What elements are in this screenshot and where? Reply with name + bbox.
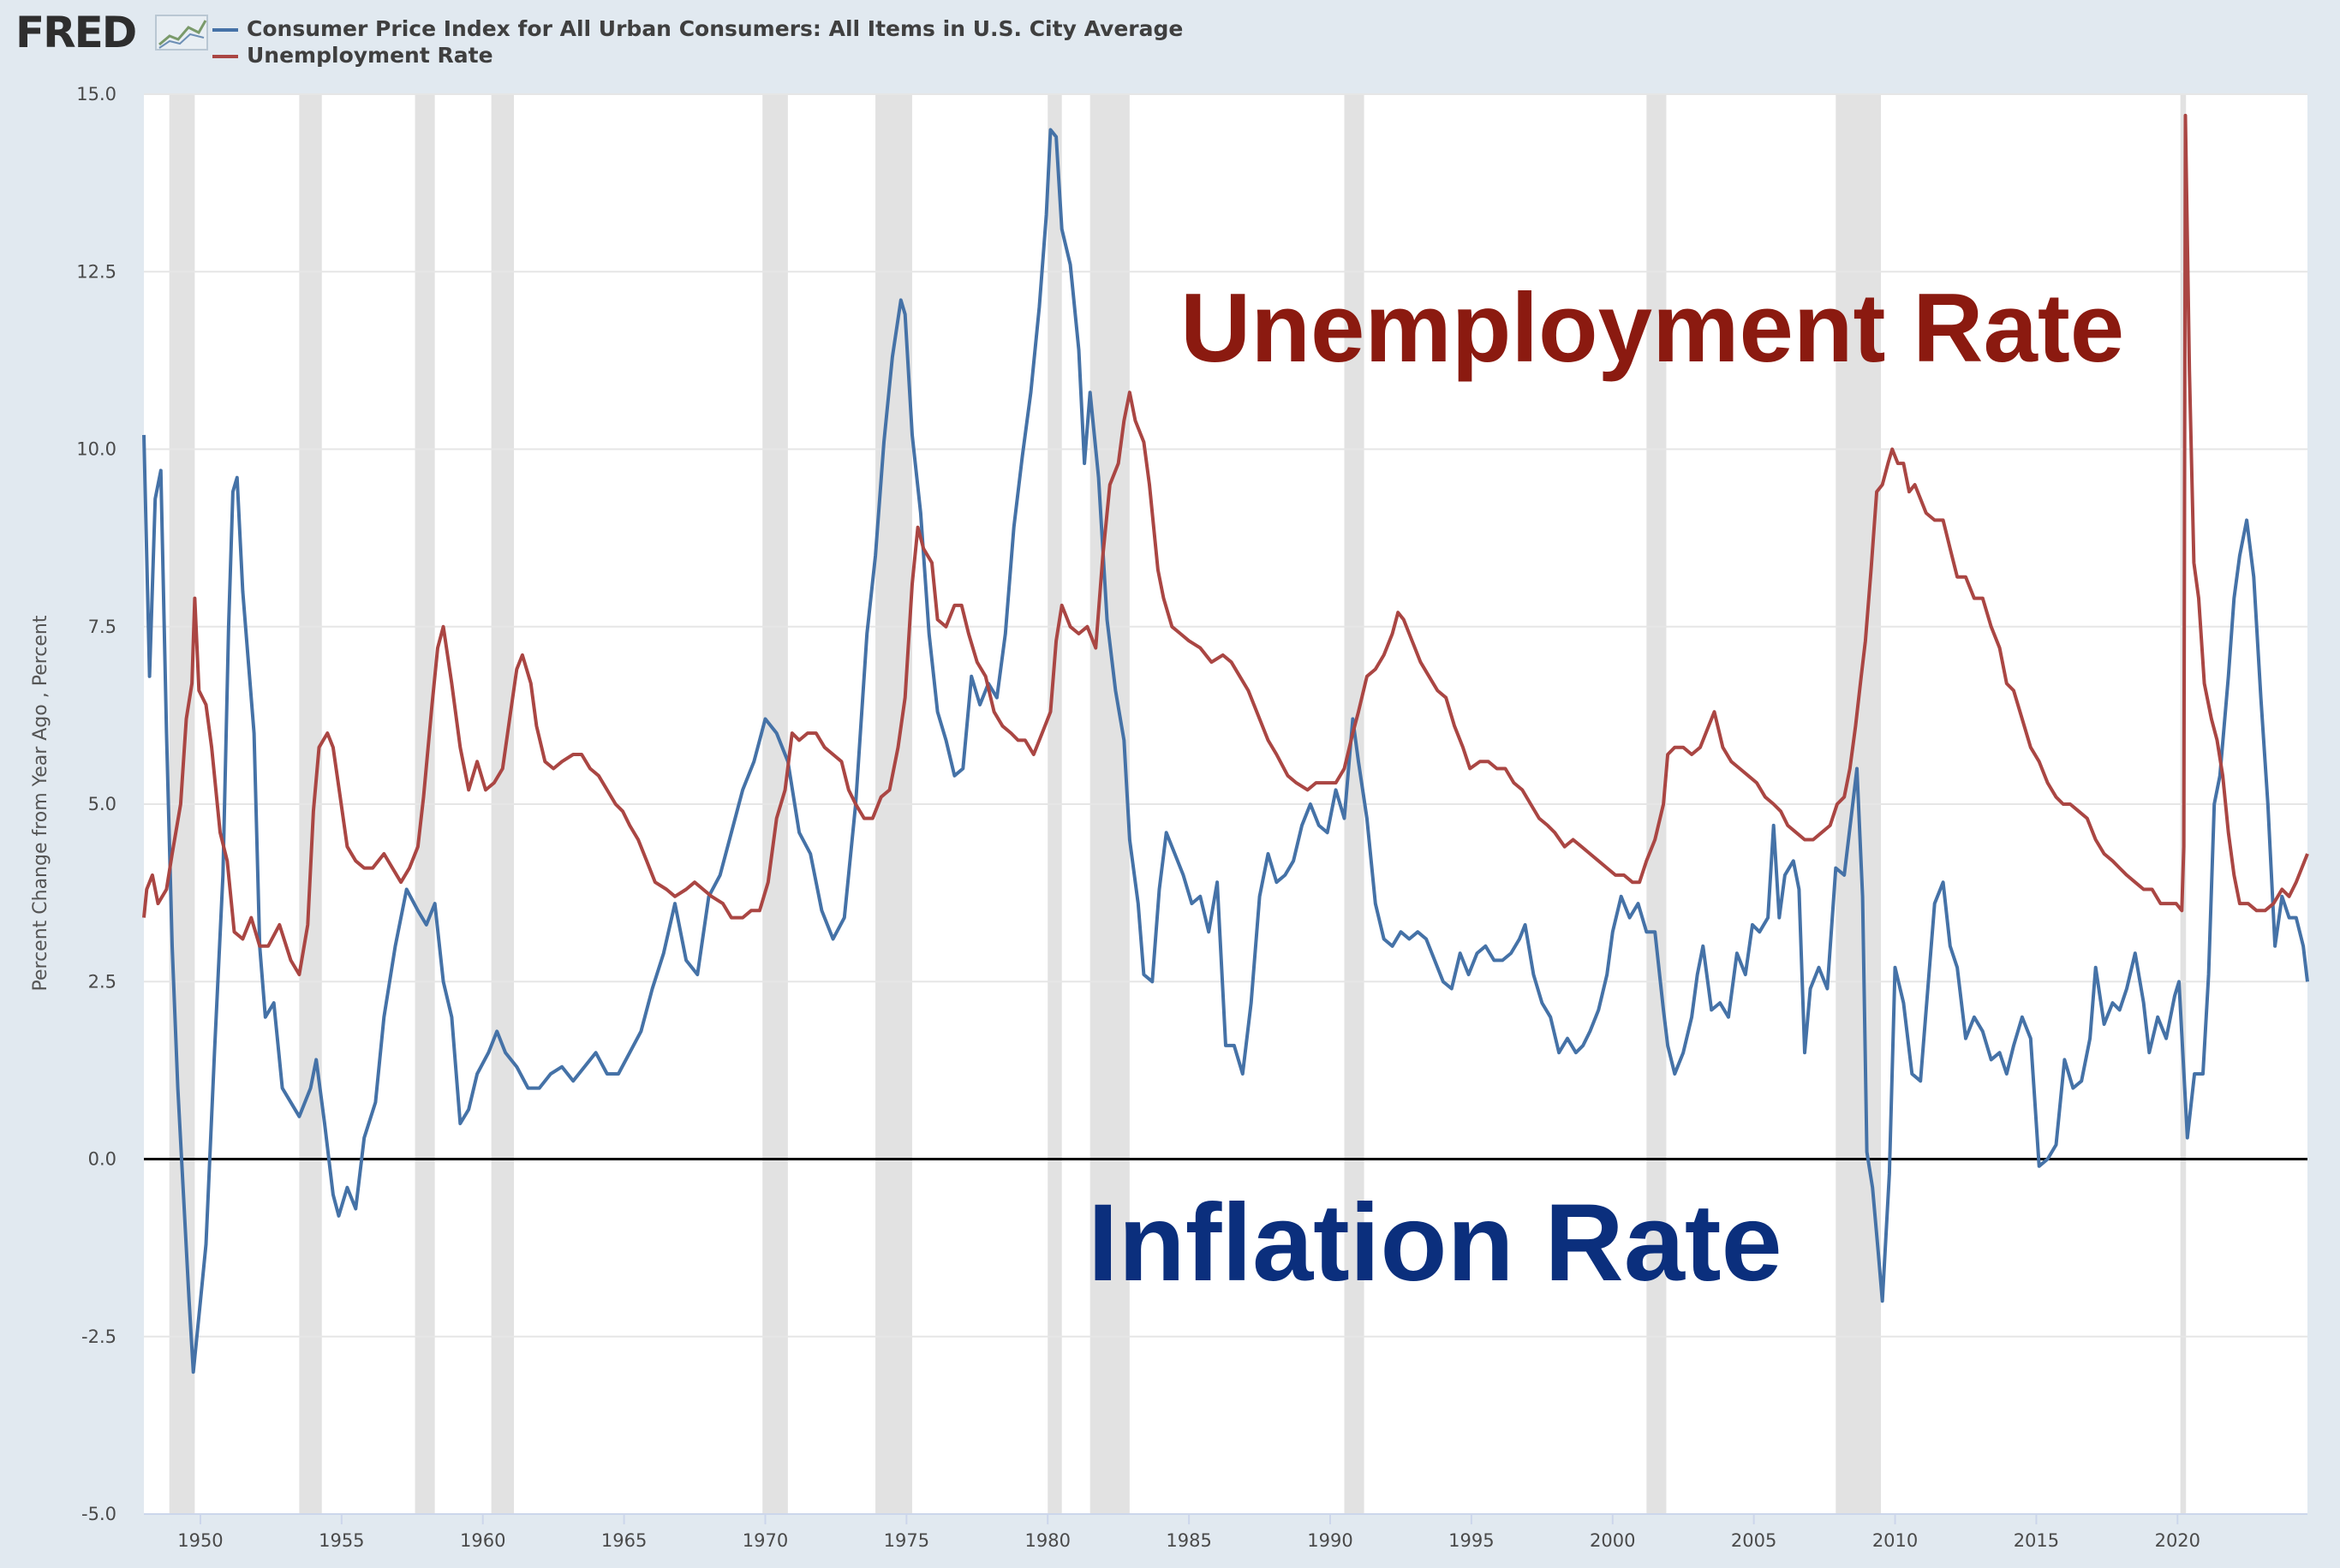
x-tick-label: 1990 [1307, 1530, 1352, 1551]
legend-label-unemployment: Unemployment Rate [247, 43, 493, 68]
chart-legend: Consumer Price Index for All Urban Consu… [212, 15, 1183, 69]
series-line-unemployment[interactable] [142, 113, 2309, 976]
x-tick-label: 1965 [601, 1530, 647, 1551]
y-tick-label: 5.0 [88, 794, 116, 814]
x-tick-label: 2005 [1731, 1530, 1776, 1551]
y-tick-label: -2.5 [81, 1327, 116, 1347]
series-line-cpi[interactable] [142, 128, 2309, 1374]
x-tick-label: 2015 [2014, 1530, 2059, 1551]
x-tick-label: 1995 [1448, 1530, 1494, 1551]
y-axis-title: Percent Change from Year Ago , Percent [30, 615, 51, 991]
logo-text: FRED [15, 8, 137, 57]
x-tick-label: 1980 [1025, 1530, 1071, 1551]
y-tick-label: 12.5 [76, 261, 116, 282]
legend-label-cpi: Consumer Price Index for All Urban Consu… [247, 16, 1184, 41]
legend-item-cpi[interactable]: Consumer Price Index for All Urban Consu… [212, 15, 1183, 42]
y-axis-ticks: 15.0 12.5 10.0 7.5 5.0 2.5 0.0 -2.5 -5.0 [76, 84, 116, 1524]
x-tick-label: 2020 [2155, 1530, 2200, 1551]
line-chart-icon [155, 15, 208, 51]
x-tick-label: 1960 [460, 1530, 505, 1551]
x-tick-label: 2000 [1590, 1530, 1635, 1551]
y-tick-label: 15.0 [76, 84, 116, 104]
legend-item-unemployment[interactable]: Unemployment Rate [212, 42, 1183, 69]
chart-header: FRED Consumer Price Index for All Urban … [0, 0, 2340, 82]
y-tick-label: 0.0 [88, 1149, 116, 1170]
x-tick-label: 2010 [1872, 1530, 1918, 1551]
x-tick-label: 1950 [177, 1530, 223, 1551]
annotation-unemployment: Unemployment Rate [1180, 274, 2124, 383]
x-tick-label: 1970 [743, 1530, 788, 1551]
x-tick-label: 1955 [319, 1530, 364, 1551]
y-tick-label: 7.5 [88, 617, 116, 637]
x-tick-label: 1975 [884, 1530, 929, 1551]
y-tick-label: 10.0 [76, 439, 116, 460]
y-tick-label: -5.0 [81, 1504, 116, 1524]
y-tick-label: 2.5 [88, 971, 116, 992]
gridlines [144, 93, 2307, 1515]
annotation-inflation: Inflation Rate [1088, 1182, 1782, 1304]
series-lines [142, 113, 2309, 1374]
x-tick-label: 1985 [1166, 1530, 1211, 1551]
legend-swatch-unemployment [212, 55, 238, 58]
legend-swatch-cpi [212, 28, 238, 32]
x-axis-ticks: 1950 1955 1960 1965 1970 1975 1980 1985 1990 1995… [144, 1513, 2307, 1551]
